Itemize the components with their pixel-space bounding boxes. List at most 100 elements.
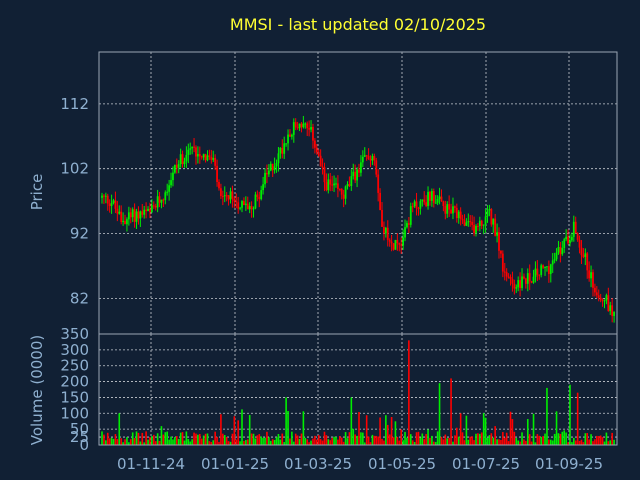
volume-bar — [317, 434, 320, 445]
candle-body — [595, 292, 598, 296]
candle-body — [312, 127, 314, 141]
candle-body — [453, 206, 456, 208]
candle-body — [126, 219, 128, 225]
volume-bar — [323, 431, 326, 445]
candle-body — [254, 194, 257, 209]
volume-bar — [586, 433, 589, 445]
candle-body — [440, 196, 443, 202]
candle-body — [594, 287, 596, 293]
candle-body — [430, 191, 433, 201]
candle-body — [160, 199, 163, 203]
volume-bar — [423, 439, 426, 445]
candle-body — [317, 152, 320, 156]
candle-body — [124, 220, 126, 225]
volume-tick-label: 250 — [60, 357, 89, 375]
candle-body — [337, 183, 339, 189]
candle-body — [501, 253, 504, 272]
volume-bar — [340, 437, 343, 445]
volume-bar — [494, 426, 496, 445]
volume-bar — [519, 441, 521, 445]
candle-body — [258, 196, 261, 200]
x-tick-label: 01-05-25 — [368, 455, 436, 473]
candle-body — [415, 201, 418, 209]
volume-bar — [425, 434, 427, 445]
candle-body — [601, 299, 604, 301]
candle-body — [256, 194, 259, 197]
candle-body — [104, 195, 107, 197]
candle-body — [335, 183, 337, 185]
candle-body — [350, 176, 353, 186]
volume-bar — [432, 441, 435, 445]
candle-body — [262, 184, 265, 191]
volume-bar — [548, 439, 550, 445]
candle-body — [300, 123, 303, 128]
candle-body — [402, 237, 405, 246]
volume-bar — [126, 437, 128, 445]
candle-body — [570, 236, 573, 241]
candle-body — [386, 227, 389, 240]
candle-body — [185, 154, 188, 162]
volume-bar — [605, 432, 608, 445]
volume-bar — [549, 439, 552, 445]
candle-body — [352, 171, 355, 177]
volume-bar — [565, 432, 567, 445]
candle-body — [532, 276, 535, 283]
volume-bar — [250, 433, 253, 445]
volume-bar — [300, 433, 303, 445]
candle-body — [342, 194, 345, 199]
candle-body — [477, 226, 479, 228]
volume-bar — [231, 433, 234, 445]
candle-body — [110, 202, 113, 206]
candle-body — [365, 155, 368, 157]
candle-body — [252, 208, 255, 210]
volume-bar — [505, 432, 508, 445]
volume-bar — [216, 436, 218, 445]
volume-bar — [296, 435, 299, 445]
candle-body — [218, 181, 220, 189]
volume-bar — [210, 441, 213, 445]
volume-bar — [233, 416, 236, 445]
volume-bar — [129, 439, 132, 445]
volume-bar — [557, 433, 560, 445]
volume-bar — [517, 440, 519, 445]
volume-bar — [285, 397, 287, 445]
volume-bar — [106, 432, 109, 445]
volume-bar — [208, 441, 211, 445]
candle-body — [404, 227, 406, 238]
candle-body — [375, 160, 378, 175]
candle-body — [223, 195, 226, 197]
candle-body — [225, 195, 228, 197]
candle-body — [116, 208, 119, 214]
volume-bar — [185, 431, 188, 445]
volume-bar — [168, 439, 170, 445]
volume-bar — [260, 436, 262, 445]
volume-bar — [611, 432, 613, 445]
candle-body — [371, 155, 374, 161]
candle-body — [459, 211, 462, 219]
candle-body — [221, 196, 224, 198]
volume-bar — [312, 438, 314, 445]
candle-body — [344, 186, 347, 199]
volume-bar — [314, 435, 316, 445]
volume-bar — [511, 419, 514, 445]
candle-body — [432, 191, 435, 203]
volume-bar — [594, 439, 596, 445]
candle-body — [210, 156, 213, 160]
volume-bar — [218, 441, 220, 445]
volume-bar — [525, 440, 527, 445]
candle-body — [127, 212, 130, 220]
volume-bar — [400, 429, 402, 445]
candle-body — [181, 154, 184, 165]
candle-body — [187, 149, 190, 155]
volume-tick-label: 200 — [60, 373, 89, 391]
volume-bar — [507, 441, 510, 445]
volume-bar — [350, 397, 353, 445]
volume-tick-label: 25 — [70, 428, 89, 446]
candle-body — [260, 190, 263, 200]
volume-bar — [367, 436, 370, 445]
candle-body — [235, 201, 238, 203]
volume-bar — [256, 435, 259, 445]
candle-body — [360, 162, 362, 173]
candle-body — [177, 164, 180, 168]
